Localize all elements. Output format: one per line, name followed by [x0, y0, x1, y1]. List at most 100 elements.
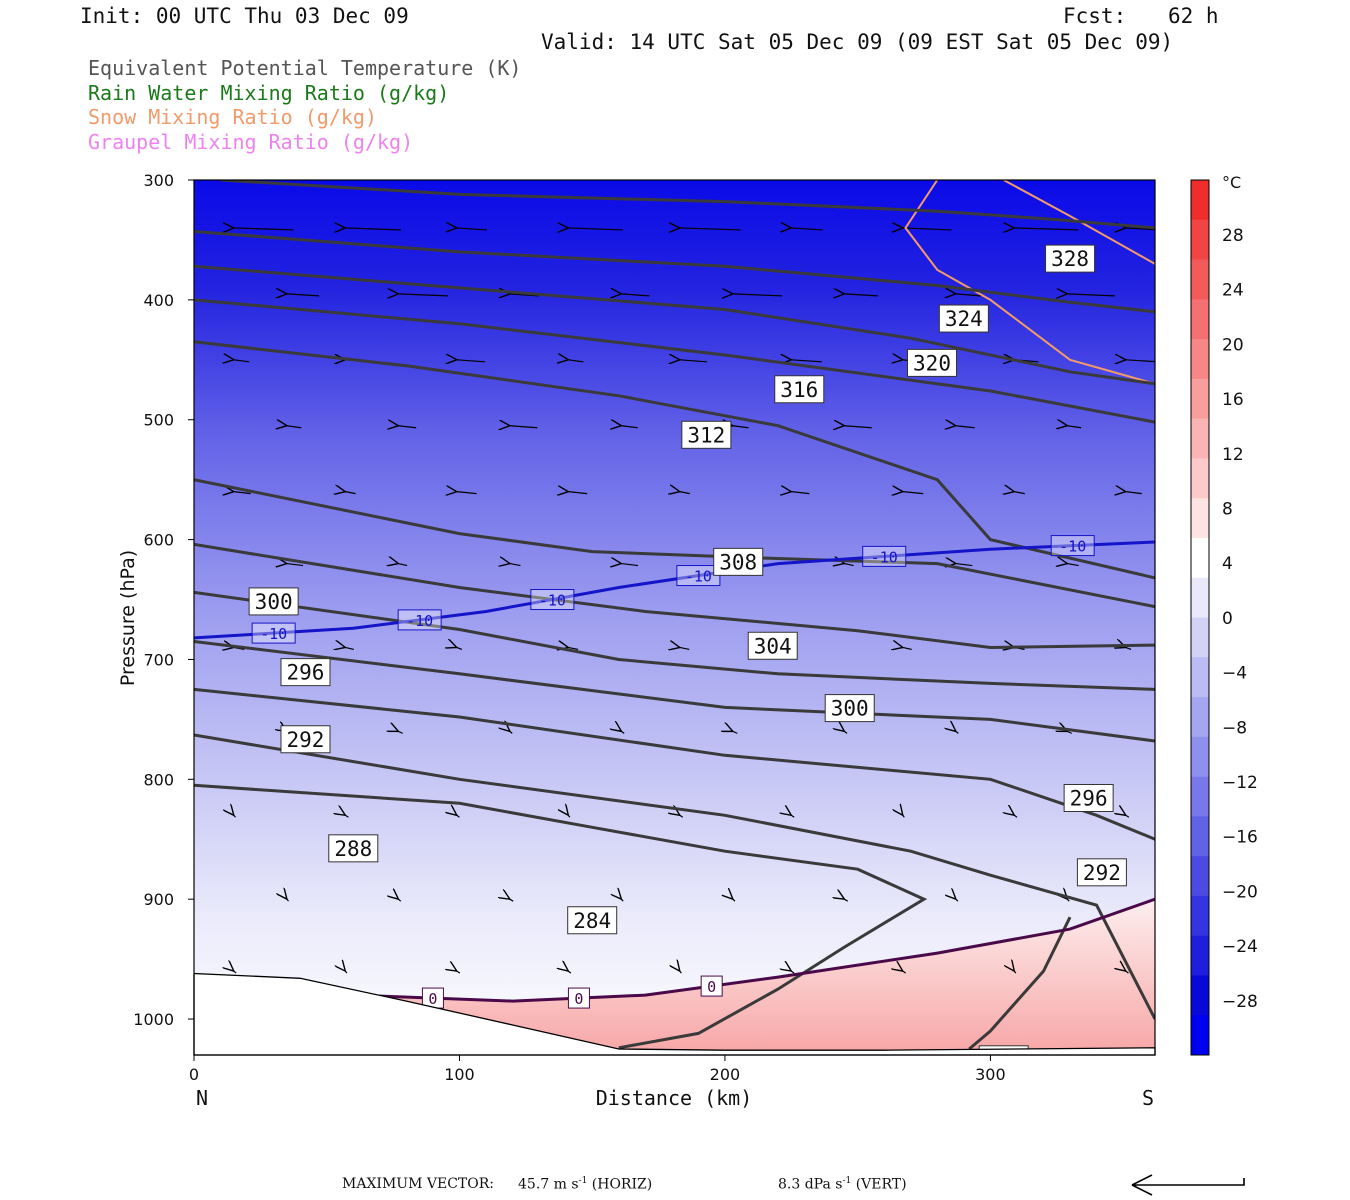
temperature-label: -10: [871, 548, 898, 566]
theta-e-contour: [194, 733, 1155, 1020]
contour-label: 296: [287, 661, 325, 685]
snow-contour: [1003, 180, 1155, 265]
warm-area: [353, 899, 1155, 1055]
contour-label: 304: [754, 634, 792, 658]
wind-vector: [956, 426, 975, 428]
temperature-label-box: [397, 609, 442, 631]
wind-vector: [234, 971, 237, 974]
colorbar-swatch: [1191, 856, 1209, 897]
wind-vector: [903, 228, 952, 230]
colorbar-swatch: [1191, 378, 1209, 420]
wind-vector: [1014, 492, 1025, 494]
wind-vector: [568, 647, 579, 649]
wind-vector: [398, 564, 408, 566]
wind-vector: [1179, 899, 1182, 901]
colorbar-swatch: [1191, 617, 1209, 658]
wind-vector: [844, 294, 878, 296]
colorbar: 28 24 20 16 12 8 4 0 −4 −8 −12 −16 −20 −24 −28: [1190, 179, 1258, 1056]
temperature-label-box: [700, 975, 723, 997]
wind-vector: [621, 564, 638, 566]
contour-label: 292: [287, 728, 325, 752]
temperature-contour: [194, 540, 1155, 640]
wind-vector: [234, 492, 251, 494]
wind-vector: [457, 360, 485, 362]
theta-e-contours: [194, 180, 1155, 1051]
plot-frame: [193, 179, 1156, 1056]
wind-vector: [1067, 899, 1070, 902]
colorbar-swatch: [1191, 895, 1209, 937]
wind-vector: [844, 899, 849, 902]
y-tick-label: 300: [143, 171, 174, 190]
temperature-field: [194, 180, 1155, 1055]
wind-vector: [1179, 731, 1182, 733]
legend-graupel: Graupel Mixing Ratio (g/kg): [88, 130, 414, 154]
wind-vector: [680, 815, 684, 818]
temperature-contours: [194, 540, 1155, 1003]
theta-e-contour: [220, 180, 1155, 230]
temperature-label-box: [862, 545, 907, 567]
wind-vector: [1126, 492, 1142, 494]
colorbar-tick-label: −16: [1222, 828, 1258, 848]
wind-vector: [510, 294, 540, 296]
wind-vector: [345, 647, 354, 649]
temperature-label: -10: [406, 612, 433, 630]
colorbar-swatch: [1191, 816, 1209, 857]
wind-vector: [733, 426, 749, 428]
temperature-label-box: [1050, 535, 1095, 557]
colorbar-tick-label: −12: [1222, 773, 1258, 793]
colorbar-swatch: [1191, 697, 1209, 738]
wind-vector: [1067, 564, 1079, 566]
theta-e-contour: [194, 687, 1155, 841]
wind-vector: [903, 647, 912, 649]
wind-vector: [345, 971, 348, 974]
theta-e-contour: [194, 298, 1155, 424]
wind-vector: [621, 294, 650, 296]
wind-vector: [680, 360, 707, 362]
wind-vector: [234, 228, 294, 230]
temperature-label-box: [251, 622, 296, 644]
colorbar-swatch: [1191, 418, 1209, 459]
wind-vector: [1067, 731, 1073, 734]
wind-vector: [956, 294, 981, 296]
wind-vector: [791, 815, 795, 818]
temperature-label: -10: [260, 625, 287, 643]
colorbar-swatch: [1191, 498, 1209, 539]
wind-vector: [287, 294, 320, 296]
y-tick-label: 700: [143, 650, 174, 669]
wind-vector: [457, 647, 463, 651]
contour-label-box: [1076, 858, 1127, 887]
y-tick-label: 1000: [133, 1010, 174, 1029]
x-tick-label: 200: [710, 1065, 741, 1084]
wind-vector: [510, 426, 538, 428]
contour-label-box: [567, 906, 618, 935]
wind-vector: [903, 492, 924, 494]
theta-e-contour: [194, 230, 1155, 314]
wind-vector: [1014, 815, 1018, 818]
wind-vector: [844, 426, 872, 428]
y-tick-label: 800: [143, 770, 174, 789]
wind-vector: [568, 228, 623, 230]
wind-vector: [345, 492, 356, 494]
wind-vector: [621, 899, 624, 902]
theta-e-contour: [194, 542, 1155, 650]
colorbar-swatch: [1191, 975, 1209, 1016]
contour-label-box: [248, 587, 299, 616]
colorbar-tick-label: 8: [1222, 500, 1233, 520]
wind-vector: [791, 360, 822, 362]
colorbar-frame: [1190, 179, 1210, 1056]
x-tick-label: 0: [189, 1065, 199, 1084]
contour-label-box: [713, 547, 764, 576]
wind-vector: [1126, 971, 1129, 974]
contour-label-box: [681, 420, 732, 449]
init-time: Init: 00 UTC Thu 03 Dec 09: [80, 4, 409, 28]
colorbar-swatch: [1191, 180, 1209, 221]
wind-vector: [1014, 228, 1079, 230]
wind-vector: [287, 426, 302, 428]
contour-label-box: [938, 304, 989, 333]
wind-vector: [568, 492, 588, 494]
wind-vector: [621, 426, 638, 428]
legend-rain: Rain Water Mixing Ratio (g/kg): [88, 81, 450, 105]
contour-label-box: [1063, 783, 1114, 812]
wind-vector: [680, 228, 741, 230]
wind-vector: [844, 731, 848, 734]
